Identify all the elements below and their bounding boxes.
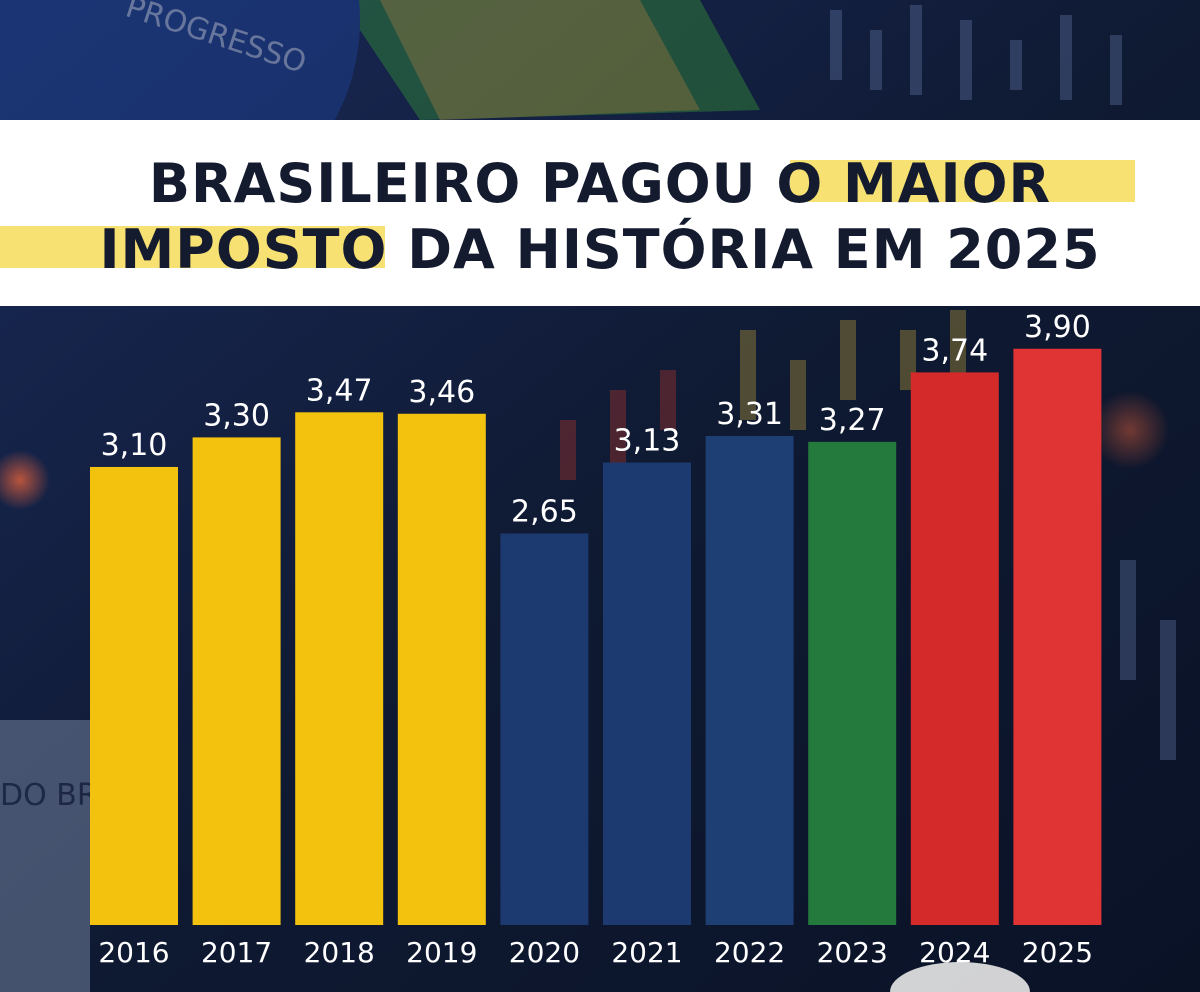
bar-2021	[603, 462, 691, 925]
x-tick-label-2018: 2018	[304, 936, 375, 969]
x-tick-label-2025: 2025	[1022, 936, 1093, 969]
x-tick-label-2020: 2020	[509, 936, 580, 969]
chart-title-line-1: BRASILEIRO PAGOU O MAIOR	[148, 152, 1052, 215]
bar-2017	[192, 437, 281, 925]
data-label-2021: 3,13	[614, 424, 681, 459]
bar-2024	[910, 372, 999, 925]
seal-decoration: DO BRA	[0, 720, 117, 992]
data-label-2019: 3,46	[408, 375, 475, 410]
bar-2022	[705, 435, 794, 925]
bar-2016	[90, 466, 178, 925]
chart-title-line-2: IMPOSTO DA HISTÓRIA EM 2025	[99, 218, 1101, 281]
x-tick-label-2023: 2023	[817, 936, 888, 969]
bar-2018	[295, 412, 384, 925]
x-tick-label-2024: 2024	[919, 936, 990, 969]
data-label-2020: 2,65	[511, 494, 578, 529]
x-tick-label-2017: 2017	[201, 936, 272, 969]
candlestick-decoration	[560, 5, 1176, 760]
data-label-2018: 3,47	[306, 373, 373, 408]
bar-2019	[397, 413, 486, 925]
data-label-2023: 3,27	[819, 403, 886, 438]
data-label-2016: 3,10	[101, 428, 168, 463]
highlight-imposto	[0, 226, 385, 268]
x-tick-label-2022: 2022	[714, 936, 785, 969]
data-label-2024: 3,74	[921, 333, 988, 368]
x-tick-label-2021: 2021	[611, 936, 682, 969]
x-tick-label-2019: 2019	[406, 936, 477, 969]
bar-2023	[808, 441, 897, 925]
bar-2025	[1013, 348, 1102, 925]
title-banner: BRASILEIRO PAGOU O MAIOR IMPOSTO DA HIST…	[0, 120, 1200, 306]
data-label-2022: 3,31	[716, 397, 783, 432]
highlight-maior	[790, 160, 1135, 202]
x-tick-label-2016: 2016	[98, 936, 169, 969]
data-label-2017: 3,30	[203, 398, 270, 433]
data-label-2025: 3,90	[1024, 310, 1091, 345]
bar-2020	[500, 533, 589, 925]
